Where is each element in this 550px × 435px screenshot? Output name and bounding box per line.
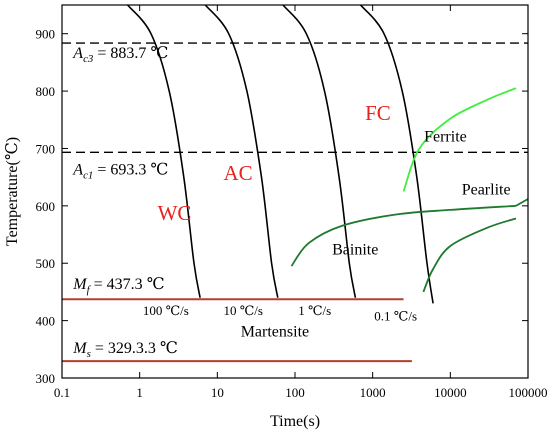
- annotation-ac: AC: [224, 161, 253, 185]
- annotation-wc: WC: [158, 201, 192, 225]
- annotation-rate10: 10 ℃/s: [224, 303, 263, 318]
- x-tick-label-100000: 100000: [509, 385, 548, 400]
- x-tick-label-1: 1: [136, 385, 143, 400]
- y-tick-label-900: 900: [36, 27, 56, 42]
- y-tick-label-400: 400: [36, 314, 56, 329]
- annotation-pearlite: Pearlite: [462, 181, 511, 198]
- y-tick-label-500: 500: [36, 256, 56, 271]
- ferrite-curve-0: [402, 87, 517, 192]
- annotation-rate01: 0.1 ℃/s: [374, 309, 417, 324]
- y-tick-label-600: 600: [36, 199, 56, 214]
- bainite-curve-2: [290, 204, 517, 267]
- annotation-ms: Ms = 329.3.3 ℃: [72, 340, 177, 360]
- annotation-rate100: 100 ℃/s: [143, 303, 189, 318]
- annotation-ac1: Ac1 = 693.3 ℃: [72, 161, 168, 181]
- y-tick-label-700: 700: [36, 141, 56, 156]
- x-tick-label-10000: 10000: [434, 385, 467, 400]
- annotation-rate1: 1 ℃/s: [298, 303, 331, 318]
- cooling-curve-100-s: [126, 4, 201, 298]
- cooling-curve-1-s: [282, 4, 357, 298]
- annotation-ferrite: Ferrite: [424, 129, 467, 146]
- curves-layer: [62, 4, 529, 363]
- annotation-martensite: Martensite: [241, 324, 309, 341]
- pearlite-curve-1: [515, 198, 529, 207]
- x-tick-label-0-1: 0.1: [54, 385, 70, 400]
- cooling-curve-0-1-s: [359, 4, 434, 304]
- x-tick-label-10: 10: [211, 385, 224, 400]
- annotation-bainite: Bainite: [332, 242, 378, 259]
- x-axis-label: Time(s): [270, 413, 320, 430]
- annotation-mf: Mf = 437.3 ℃: [72, 276, 164, 296]
- x-tick-label-1000: 1000: [360, 385, 386, 400]
- y-tick-label-300: 300: [36, 371, 56, 386]
- annotations-layer: Ac3 = 883.7 ℃ Ac1 = 693.3 ℃ Mf = 437.3 ℃ Ms…: [72, 45, 510, 360]
- y-tick-label-800: 800: [36, 84, 56, 99]
- annotation-fc: FC: [365, 101, 391, 125]
- x-tick-label-100: 100: [285, 385, 305, 400]
- cooling-curve-10-s: [204, 4, 279, 298]
- lower-bainite-curve-3: [422, 217, 517, 293]
- y-axis-label: Temperature(℃): [4, 137, 21, 246]
- annotation-ac3: Ac3 = 883.7 ℃: [72, 45, 168, 65]
- ticks-layer: 0.1 1 10 100 1000 10000 100000 300 400 500 600 700 8…: [36, 5, 548, 400]
